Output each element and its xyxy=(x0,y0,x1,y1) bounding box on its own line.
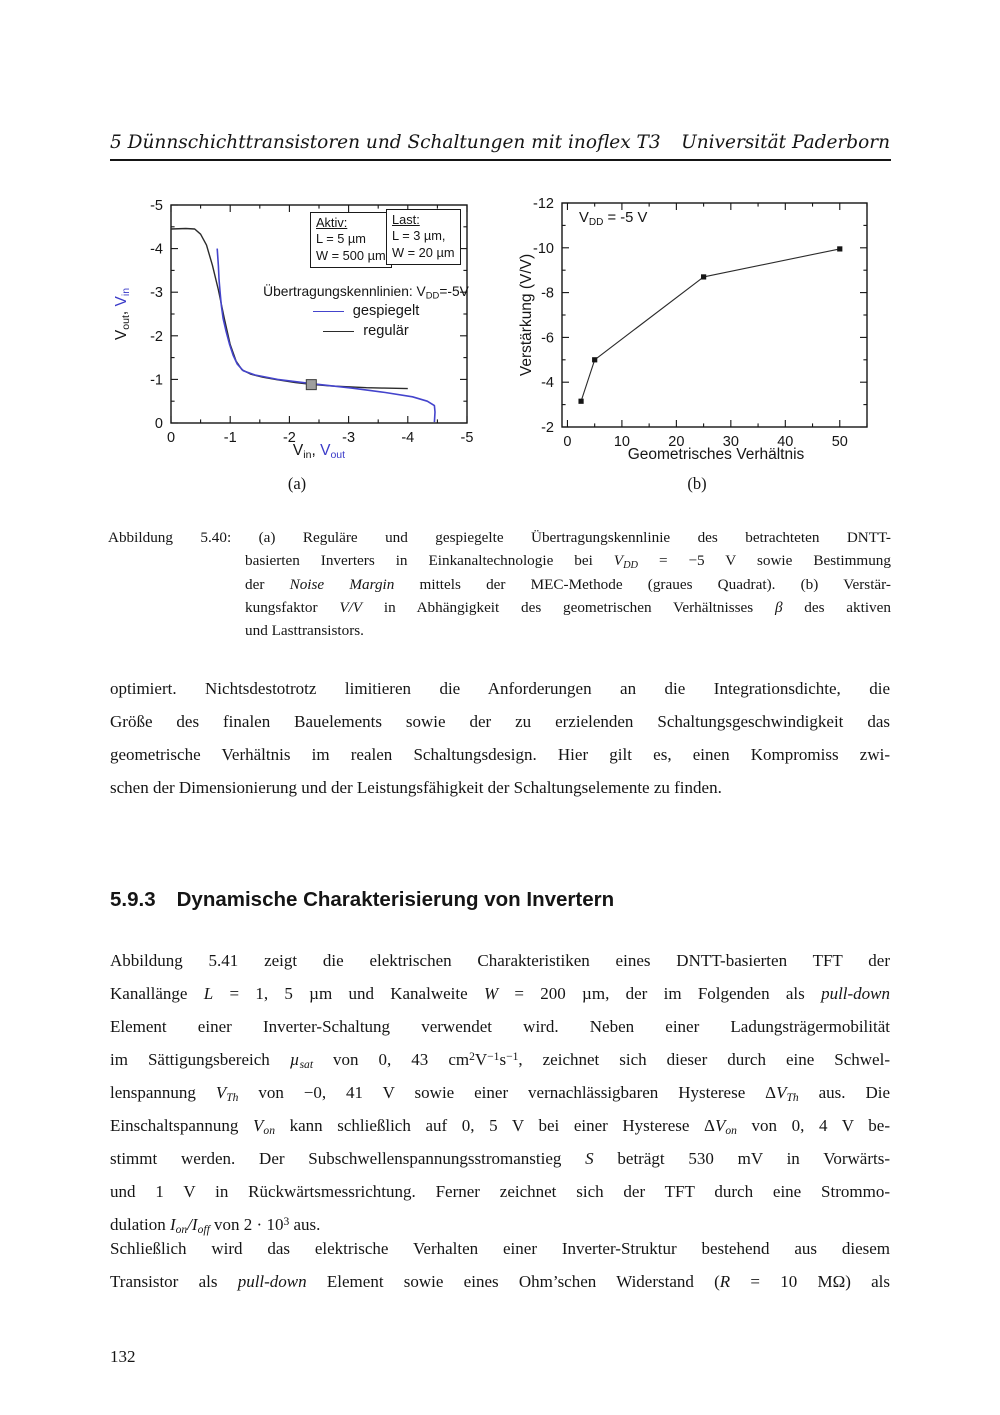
svg-text:-5: -5 xyxy=(461,430,474,446)
header-rule xyxy=(110,159,891,161)
svg-text:50: 50 xyxy=(832,434,848,450)
svg-text:-4: -4 xyxy=(401,430,414,446)
svg-text:-3: -3 xyxy=(150,285,163,301)
legend-entry-gespiegelt: gespiegelt xyxy=(258,303,474,319)
text-line: optimiert. Nichtsdestotrotz limitieren d… xyxy=(110,679,890,698)
page-number: 132 xyxy=(110,1347,136,1366)
text-line: Element einer Inverter-Schaltung verwend… xyxy=(110,1017,890,1036)
text-line: Abbildung 5.40: (a) Reguläre und gespieg… xyxy=(108,529,891,546)
chart-b-y-axis-label: Verstärkung (V/V) xyxy=(518,253,535,377)
legend-title: Übertragungskennlinien: VDD=-5V xyxy=(263,284,469,301)
text-line: stimmt werden. Der Subschwellenspannungs… xyxy=(110,1149,890,1168)
svg-text:-5: -5 xyxy=(150,198,163,214)
chart-b-vdd-annotation: VDD = -5 V xyxy=(579,210,648,228)
legend-entry-regulaer: regulär xyxy=(258,323,474,339)
text-line: lenspannung VTh von −0, 41 V sowie einer… xyxy=(110,1083,890,1105)
legend-line-swatch-regulaer xyxy=(323,330,355,332)
svg-text:0: 0 xyxy=(563,434,571,450)
svg-text:-4: -4 xyxy=(150,242,163,258)
last-box-title: Last: xyxy=(392,212,420,227)
running-header-right: Universität Paderborn xyxy=(681,132,890,153)
svg-text:-10: -10 xyxy=(533,241,554,257)
chart-b-x-axis-label: Geometrisches Verhältnis xyxy=(627,446,805,463)
svg-text:-8: -8 xyxy=(541,286,554,302)
aktiv-box-width: W = 500 µm xyxy=(316,247,386,263)
text-line: Abbildung 5.41 zeigt die elektrischen Ch… xyxy=(110,951,890,970)
aktiv-box-title: Aktiv: xyxy=(316,215,348,230)
text-line: Einschaltspannung Von kann schließlich a… xyxy=(110,1116,891,1138)
svg-text:-2: -2 xyxy=(283,430,296,446)
section-heading: 5.9.3 Dynamische Charakterisierung von In… xyxy=(110,888,614,912)
chart-a-y-axis-label: Vout, Vin xyxy=(113,287,132,341)
svg-text:20: 20 xyxy=(668,434,684,450)
subfigure-a-label: (a) xyxy=(287,474,307,493)
text-line: schen der Dimensionierung und der Leistu… xyxy=(110,778,722,797)
body-paragraph-2: Abbildung 5.41 zeigt die elektrischen Ch… xyxy=(110,944,890,1241)
svg-text:-4: -4 xyxy=(541,375,554,391)
body-paragraph-1: optimiert. Nichtsdestotrotz limitieren d… xyxy=(110,672,890,804)
text-line: der Noise Margin mittels der MEC-Methode… xyxy=(245,575,891,593)
svg-text:-2: -2 xyxy=(541,420,554,436)
text-line: Schließlich wird das elektrische Verhalt… xyxy=(110,1239,890,1258)
last-box-length: L = 3 µm, xyxy=(392,228,446,244)
text-line: Kanallänge L = 1, 5 µm und Kanalweite W … xyxy=(110,984,891,1003)
aktiv-box-length: L = 5 µm xyxy=(316,231,366,247)
svg-text:30: 30 xyxy=(723,434,739,450)
text-line: Transistor als pull-down Element sowie e… xyxy=(110,1272,891,1291)
svg-text:-12: -12 xyxy=(533,196,554,212)
text-line: basierten Inverters in Einkanaltechnolog… xyxy=(245,552,891,572)
chart-a-aktiv-transistor-box: Aktiv: L = 5 µm W = 500 µm xyxy=(310,212,392,269)
svg-text:-2: -2 xyxy=(150,329,163,345)
legend-entry-label: gespiegelt xyxy=(352,303,420,319)
figure-caption: Abbildung 5.40: (a) Reguläre und gespieg… xyxy=(108,526,891,642)
legend-line-swatch-gespiegelt xyxy=(312,310,344,312)
svg-text:-1: -1 xyxy=(224,430,237,446)
text-line: und Lasttransistors. xyxy=(245,622,364,640)
text-line: Größe des finalen Bauelements sowie der … xyxy=(110,712,890,731)
svg-text:40: 40 xyxy=(777,434,793,450)
text-line: dulation Ion/Ioff von 2 · 103 aus. xyxy=(110,1214,321,1237)
body-paragraph-3: Schließlich wird das elektrische Verhalt… xyxy=(110,1232,890,1298)
svg-text:-1: -1 xyxy=(150,372,163,388)
chart-b-canvas: 0 10 20 30 40 50 -2 -4 -6 -8 -10 -12 xyxy=(533,196,868,450)
text-line: geometrische Verhältnis im realen Schalt… xyxy=(110,745,890,764)
svg-text:0: 0 xyxy=(155,416,163,432)
chart-a-x-axis-label: Vin, Vout xyxy=(292,442,346,461)
chart-a-last-transistor-box: Last: L = 3 µm, W = 20 µm xyxy=(386,209,461,266)
last-box-width: W = 20 µm xyxy=(392,244,455,260)
chart-a-canvas: 0 -1 -2 -3 -4 -5 0 -1 -2 -3 -4 -5 xyxy=(150,198,474,446)
subfigure-b-label: (b) xyxy=(687,474,707,493)
text-line: im Sättigungsbereich µsat von 0, 43 cm2V… xyxy=(110,1049,890,1072)
svg-text:0: 0 xyxy=(167,430,175,446)
running-header-left: 5 Dünnschichttransistoren und Schaltunge… xyxy=(110,132,661,153)
section-title: Dynamische Charakterisierung von Inverte… xyxy=(176,888,615,911)
text-line: kungsfaktor V/V in Abhängigkeit des geom… xyxy=(245,598,891,616)
svg-text:-6: -6 xyxy=(541,330,554,346)
chart-a-legend: Übertragungskennlinien: VDD=-5V gespiege… xyxy=(258,284,474,339)
text-line: und 1 V in Rückwärtsmessrichtung. Ferner… xyxy=(110,1182,890,1201)
section-number: 5.9.3 xyxy=(110,888,156,911)
legend-entry-label: regulär xyxy=(363,323,409,339)
svg-text:10: 10 xyxy=(614,434,630,450)
svg-text:-3: -3 xyxy=(342,430,355,446)
